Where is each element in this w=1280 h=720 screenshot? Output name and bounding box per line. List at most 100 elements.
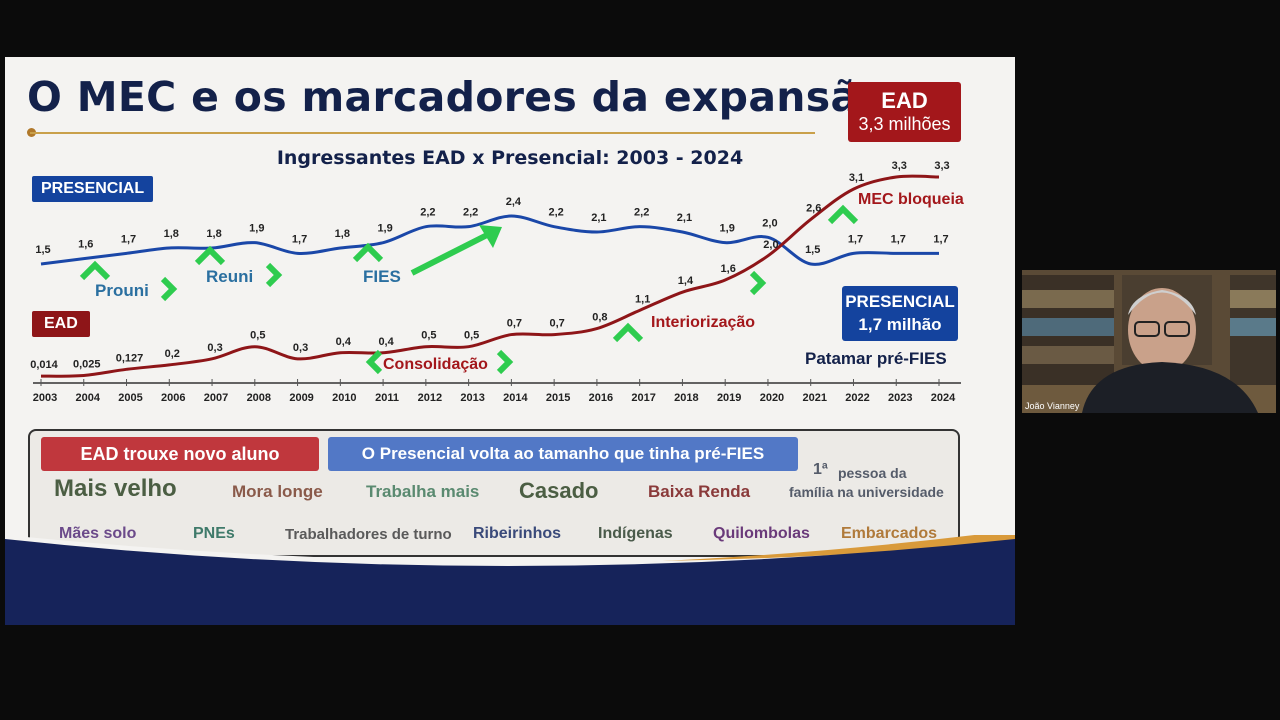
presencial-data-label: 1,9	[720, 223, 735, 235]
ead-badge-value: 3,3 milhões	[858, 114, 951, 134]
annotation-interiorizacao: Interiorização	[651, 314, 756, 331]
presencial-data-label: 1,8	[164, 228, 179, 240]
keyword-pnes: PNEs	[193, 525, 235, 542]
fies-growth-arrow-icon	[410, 230, 493, 276]
ead-data-label: 1,1	[635, 293, 650, 305]
presencial-data-label: 2,2	[420, 207, 435, 219]
presencial-data-label: 1,8	[335, 228, 350, 240]
slide-title: O MEC e os marcadores da expansão	[27, 73, 887, 121]
ead-data-label: 0,3	[293, 342, 308, 354]
ead-data-label: 3,3	[892, 160, 907, 172]
keyword-mais-velho: Mais velho	[54, 475, 177, 502]
ead-data-label: 2,0	[763, 239, 778, 251]
presencial-data-label: 2,2	[463, 207, 478, 219]
chart-title: Ingressantes EAD x Presencial: 2003 - 20…	[276, 147, 744, 169]
presencial-badge-label: PRESENCIAL	[845, 292, 955, 311]
x-tick-label: 2010	[332, 392, 356, 404]
x-tick-label: 2014	[503, 392, 528, 404]
keyword-embarcados: Embarcados	[841, 525, 938, 542]
patamar-label: Patamar pré-FIES	[805, 349, 947, 368]
presencial-data-label: 1,5	[805, 244, 820, 256]
webcam-video-frame	[1022, 270, 1276, 413]
x-tick-label: 2013	[460, 392, 484, 404]
keyword-first-generation-line2: família na universidade	[789, 484, 944, 500]
ead-data-label: 0,127	[116, 352, 144, 364]
presencial-data-label: 2,0	[762, 217, 777, 229]
series-lines	[40, 174, 940, 378]
participant-webcam[interactable]: João Vianney	[1022, 270, 1276, 413]
ead-data-label: 3,3	[934, 160, 949, 172]
keyword-maes-solo: Mães solo	[59, 525, 137, 542]
annotation-mec-bloqueia: MEC bloqueia	[858, 191, 964, 208]
ead-data-label: 0,2	[165, 348, 180, 360]
ead-data-label: 0,4	[378, 336, 394, 348]
presencial-data-label: 1,7	[933, 233, 948, 245]
prouni-right-arrow-icon	[160, 276, 178, 302]
presencial-data-label: 1,8	[206, 228, 221, 240]
x-tick-label: 2021	[802, 392, 826, 404]
presencial-data-label: 1,9	[249, 223, 264, 235]
ead-data-label: 0,8	[592, 312, 607, 324]
keyword-casado: Casado	[519, 478, 599, 503]
reuni-up-arrow-icon	[194, 245, 226, 266]
presencial-data-label: 2,1	[677, 212, 692, 224]
fies-growth-arrowhead-icon	[479, 225, 502, 248]
ead-data-label: 1,4	[678, 275, 694, 287]
presencial-data-label: 1,7	[292, 233, 307, 245]
x-tick-label: 2024	[931, 392, 956, 404]
ead-data-label: 0,4	[336, 336, 352, 348]
x-tick-label: 2023	[888, 392, 912, 404]
reuni-right-arrow-icon	[265, 262, 283, 288]
consolidacao-right-arrow-icon	[496, 349, 514, 375]
keyword-trabalha-mais: Trabalha mais	[366, 482, 480, 501]
keyword-indigenas: Indígenas	[598, 525, 673, 542]
presencial-data-label: 1,7	[848, 233, 863, 245]
keyword-first-generation-sup: 1ª	[813, 461, 828, 478]
keyword-ribeirinhos: Ribeirinhos	[473, 525, 562, 542]
ead-new-student-pill: EAD trouxe novo aluno	[41, 437, 319, 471]
keyword-quilombolas: Quilombolas	[713, 525, 810, 542]
ead-data-label: 0,025	[73, 358, 101, 370]
presencial-data-label: 1,7	[121, 233, 136, 245]
student-profile-box: EAD trouxe novo aluno O Presencial volta…	[28, 429, 960, 557]
x-tick-label: 2018	[674, 392, 698, 404]
x-tick-label: 2009	[289, 392, 313, 404]
presencial-data-label: 1,6	[78, 239, 93, 251]
presencial-data-label: 2,4	[506, 196, 522, 208]
presencial-data-label: 2,2	[634, 207, 649, 219]
mec-bloqueia-up-arrow-icon	[827, 204, 859, 225]
presencial-data-label: 2,2	[548, 207, 563, 219]
annotation-consolidacao: Consolidação	[383, 356, 488, 373]
x-tick-label: 2019	[717, 392, 741, 404]
x-tick-label: 2004	[76, 392, 101, 404]
enrollment-line-chart: 2003 2004 2005 2006 2007 2008 2009 2010 2011 2012…	[30, 160, 961, 404]
ead-data-label: 0,7	[549, 318, 564, 330]
keyword-baixa-renda: Baixa Renda	[648, 482, 751, 501]
presencial-data-label: 2,1	[591, 212, 606, 224]
ead-data-label: 0,5	[250, 330, 265, 342]
ead-data-label: 0,5	[464, 330, 479, 342]
x-tick-label: 2020	[760, 392, 784, 404]
presencial-series-tag: PRESENCIAL	[32, 176, 154, 202]
x-axis: 2003 2004 2005 2006 2007 2008 2009 2010 2011 2012…	[33, 379, 961, 404]
participant-name-label: João Vianney	[1025, 401, 1080, 411]
x-tick-label: 2003	[33, 392, 57, 404]
presencial-data-label: 1,5	[35, 244, 50, 256]
fies-up-arrow-icon	[352, 242, 384, 263]
slide-footer-band	[5, 535, 1015, 625]
x-tick-label: 2022	[845, 392, 869, 404]
ead-total-badge: EAD 3,3 milhões	[848, 82, 961, 142]
x-tick-label: 2017	[631, 392, 655, 404]
ead-data-label: 2,6	[806, 202, 821, 214]
ead-data-label: 3,1	[849, 172, 864, 184]
ead-data-label: 0,7	[507, 318, 522, 330]
crossover-right-arrow-icon	[749, 270, 767, 296]
annotation-reuni: Reuni	[206, 267, 254, 286]
ead-series-tag: EAD	[32, 311, 90, 337]
x-tick-label: 2015	[546, 392, 570, 404]
presencial-data-label: 1,9	[377, 223, 392, 235]
x-tick-label: 2007	[204, 392, 228, 404]
presencial-data-label: 1,7	[891, 233, 906, 245]
annotation-fies: FIES	[363, 267, 401, 286]
x-tick-label: 2012	[418, 392, 442, 404]
